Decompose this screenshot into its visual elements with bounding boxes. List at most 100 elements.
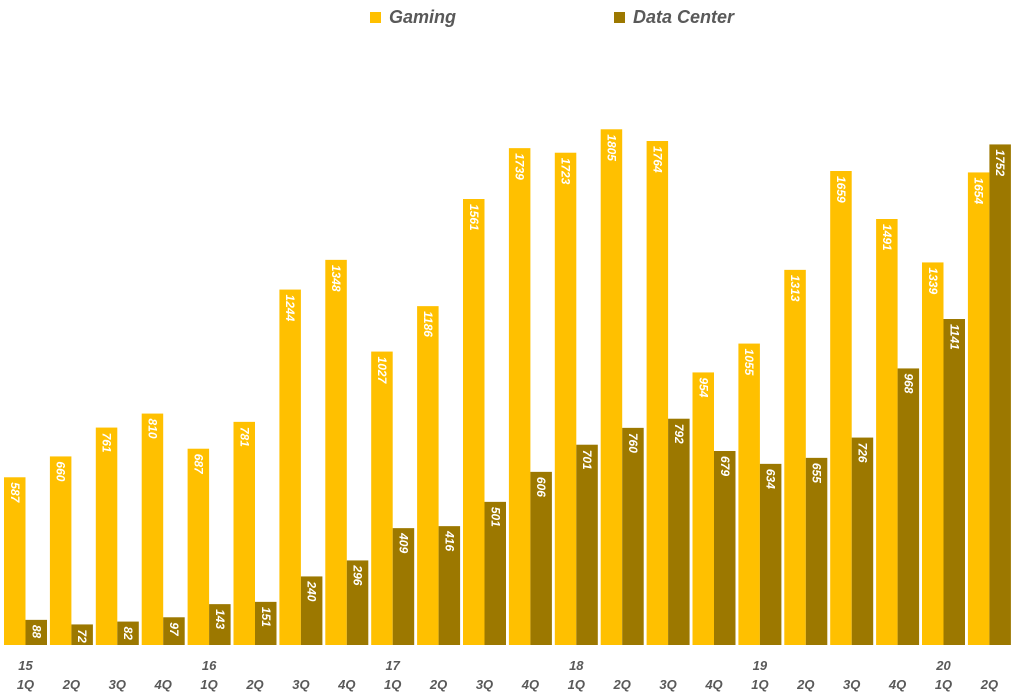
gaming-bar — [417, 306, 439, 645]
quarter-tick-label: 4Q — [704, 677, 722, 692]
data-center-value-label: 82 — [121, 627, 135, 641]
data-center-bar — [209, 604, 231, 645]
data-center-bar — [851, 437, 874, 645]
data-center-value-label: 296 — [351, 564, 365, 585]
gaming-value-label: 587 — [8, 482, 22, 503]
quarter-tick-label: 1Q — [200, 677, 217, 692]
data-center-bar — [759, 463, 782, 645]
quarter-tick-label: 1Q — [568, 677, 585, 692]
gaming-bar — [738, 343, 760, 645]
legend-item-data-center: Data Center — [614, 4, 734, 30]
gaming-bar — [279, 289, 301, 645]
data-center-bar — [622, 427, 644, 645]
data-center-bar — [989, 144, 1011, 645]
gaming-bar — [463, 199, 485, 645]
data-center-bar — [300, 576, 323, 645]
quarter-tick-label: 2Q — [613, 677, 631, 692]
gaming-bar — [325, 259, 347, 645]
data-center-value-label: 606 — [534, 477, 548, 497]
quarter-tick-label: 3Q — [843, 677, 860, 692]
legend-item-gaming: Gaming — [370, 4, 456, 30]
gaming-bar — [187, 448, 210, 645]
data-center-bar — [805, 457, 828, 645]
gaming-value-label: 1491 — [880, 224, 894, 251]
gaming-bar — [371, 351, 393, 645]
gaming-bar — [95, 427, 118, 645]
gaming-value-label: 660 — [54, 461, 68, 481]
data-center-value-label: 416 — [442, 530, 456, 551]
gaming-bar — [4, 477, 26, 645]
gaming-bar — [141, 413, 164, 645]
gaming-value-label: 1654 — [972, 177, 986, 204]
gaming-value-label: 954 — [696, 377, 710, 397]
data-center-bar — [576, 444, 598, 645]
gaming-bar — [600, 129, 623, 646]
data-center-bar — [255, 601, 277, 645]
gaming-bar — [233, 421, 255, 645]
data-center-bar — [392, 528, 415, 645]
quarter-tick-label: 2Q — [62, 677, 80, 692]
legend-label-gaming: Gaming — [389, 6, 457, 27]
quarter-tick-label: 3Q — [109, 677, 126, 692]
data-center-swatch — [614, 11, 625, 23]
quarter-tick-label: 2Q — [245, 677, 263, 692]
gaming-value-label: 1764 — [650, 146, 664, 173]
data-center-bar — [438, 526, 461, 645]
data-center-value-label: 409 — [396, 532, 410, 553]
data-center-bar — [346, 560, 369, 645]
quarter-tick-label: 4Q — [888, 677, 906, 692]
quarter-tick-label: 4Q — [521, 677, 539, 692]
gaming-bar — [508, 148, 531, 645]
quarter-tick-label: 1Q — [751, 677, 768, 692]
gaming-bar — [830, 171, 852, 645]
gaming-value-label: 1805 — [604, 134, 618, 161]
gaming-value-label: 1244 — [283, 295, 297, 322]
gaming-value-label: 1027 — [375, 357, 389, 385]
gaming-bar — [554, 152, 577, 645]
year-tick-label: 17 — [385, 658, 400, 673]
quarter-tick-label: 1Q — [384, 677, 401, 692]
data-center-bar — [668, 418, 690, 645]
data-center-value-label: 792 — [672, 424, 686, 444]
quarter-tick-label: 1Q — [935, 677, 952, 692]
data-center-bar — [25, 619, 47, 645]
data-center-bar — [117, 621, 139, 645]
data-center-bar — [943, 319, 965, 645]
data-center-bar — [714, 451, 736, 645]
gaming-value-label: 1055 — [742, 349, 756, 376]
year-tick-label: 20 — [935, 658, 951, 673]
data-center-value-label: 679 — [718, 456, 732, 476]
gaming-bar — [876, 219, 898, 645]
gaming-value-label: 687 — [191, 454, 205, 475]
data-center-value-label: 72 — [75, 629, 89, 643]
quarter-tick-label: 4Q — [154, 677, 172, 692]
gaming-value-label: 1723 — [559, 158, 573, 185]
gaming-bar — [922, 262, 944, 645]
data-center-value-label: 1752 — [993, 149, 1007, 176]
data-center-value-label: 97 — [167, 622, 181, 637]
quarter-tick-label: 4Q — [337, 677, 355, 692]
year-tick-label: 15 — [18, 658, 33, 673]
quarter-tick-label: 2Q — [796, 677, 814, 692]
gaming-value-label: 1348 — [329, 265, 343, 292]
data-center-bar — [897, 368, 920, 645]
gaming-value-label: 1313 — [788, 275, 802, 302]
gaming-value-label: 1186 — [421, 311, 435, 337]
quarter-tick-label: 1Q — [17, 677, 34, 692]
data-center-value-label: 726 — [855, 443, 869, 463]
legend: Gaming Data Center — [0, 4, 1024, 30]
data-center-value-label: 968 — [901, 373, 915, 393]
gaming-value-label: 761 — [100, 433, 114, 453]
data-center-value-label: 701 — [580, 450, 594, 470]
data-center-value-label: 240 — [305, 580, 319, 601]
gaming-bar — [692, 372, 714, 645]
quarter-tick-label: 3Q — [476, 677, 493, 692]
gaming-bar — [646, 141, 669, 645]
data-center-value-label: 88 — [29, 625, 43, 639]
data-center-value-label: 151 — [259, 607, 273, 627]
data-center-bar — [530, 471, 552, 645]
gaming-value-label: 781 — [237, 427, 251, 447]
data-center-bar — [163, 617, 185, 645]
gaming-value-label: 1339 — [926, 267, 940, 294]
